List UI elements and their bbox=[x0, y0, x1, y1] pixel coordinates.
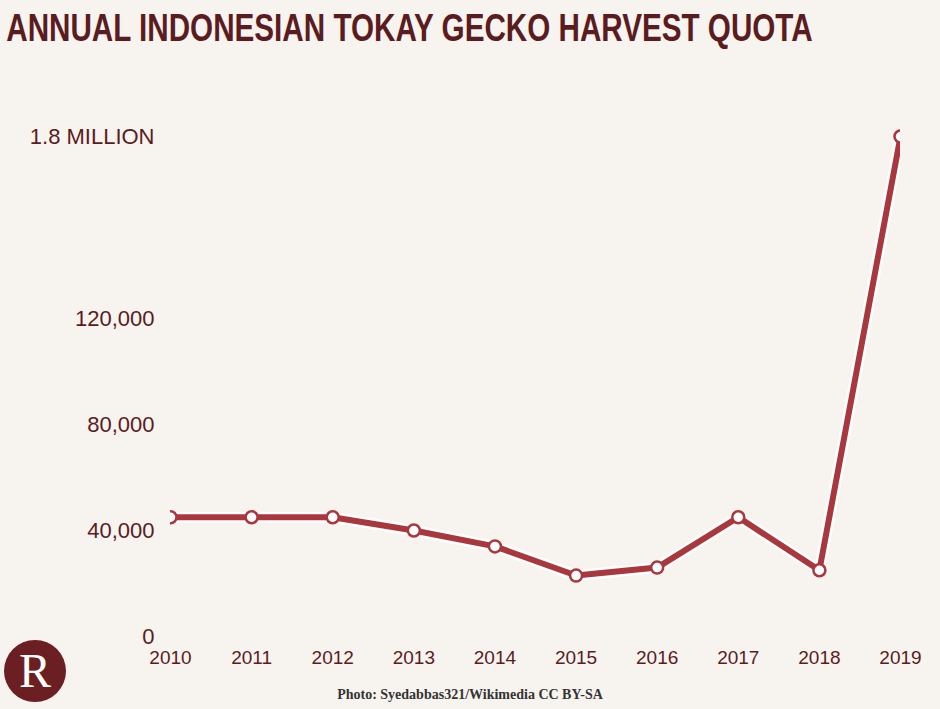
svg-text:2012: 2012 bbox=[312, 647, 354, 668]
svg-text:2015: 2015 bbox=[555, 647, 597, 668]
svg-text:1.8 MILLION: 1.8 MILLION bbox=[30, 124, 155, 149]
svg-text:2019: 2019 bbox=[879, 647, 921, 668]
html-text:R: R bbox=[19, 644, 51, 697]
svg-text:2018: 2018 bbox=[798, 647, 840, 668]
svg-text:0: 0 bbox=[142, 624, 154, 649]
svg-text:2010: 2010 bbox=[149, 647, 191, 668]
svg-text:120,000: 120,000 bbox=[75, 306, 155, 331]
svg-text:2013: 2013 bbox=[393, 647, 435, 668]
svg-text:80,000: 80,000 bbox=[87, 412, 154, 437]
html-text:ANNUAL INDONESIAN TOKAY GECKO: ANNUAL INDONESIAN TOKAY GECKO HARVEST QU… bbox=[6, 7, 813, 49]
svg-text:2014: 2014 bbox=[474, 647, 517, 668]
svg-text:2016: 2016 bbox=[636, 647, 678, 668]
svg-text:2017: 2017 bbox=[717, 647, 759, 668]
html-text:Photo: Syedabbas321/Wikimedia: Photo: Syedabbas321/Wikimedia CC BY-SA bbox=[337, 687, 603, 702]
svg-text:2011: 2011 bbox=[231, 647, 272, 668]
svg-text:40,000: 40,000 bbox=[87, 518, 154, 543]
